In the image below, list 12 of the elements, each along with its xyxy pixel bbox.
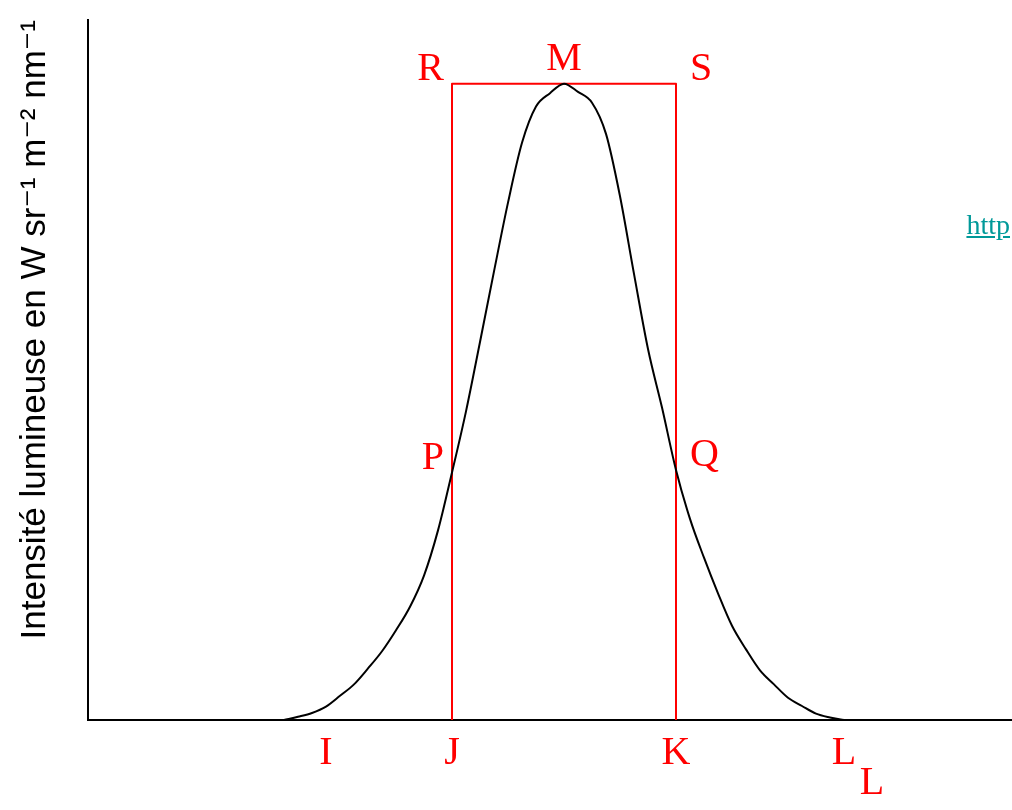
annotation: http [966, 208, 1010, 242]
x-tick-label: J [444, 727, 460, 773]
x-tick-label: K [661, 727, 691, 773]
annotation: Q [690, 430, 719, 476]
x-tick-label: L [859, 757, 885, 803]
x-tick-label: L [831, 727, 857, 773]
annotation: M [546, 34, 582, 80]
annotation: S [690, 44, 713, 90]
x-tick-label: I [319, 727, 333, 773]
annotation: P [421, 432, 444, 478]
y-axis-title: Intensité lumineuse en W sr⁻¹ m⁻² nm⁻¹ [12, 20, 52, 640]
annotation: R [417, 44, 445, 90]
